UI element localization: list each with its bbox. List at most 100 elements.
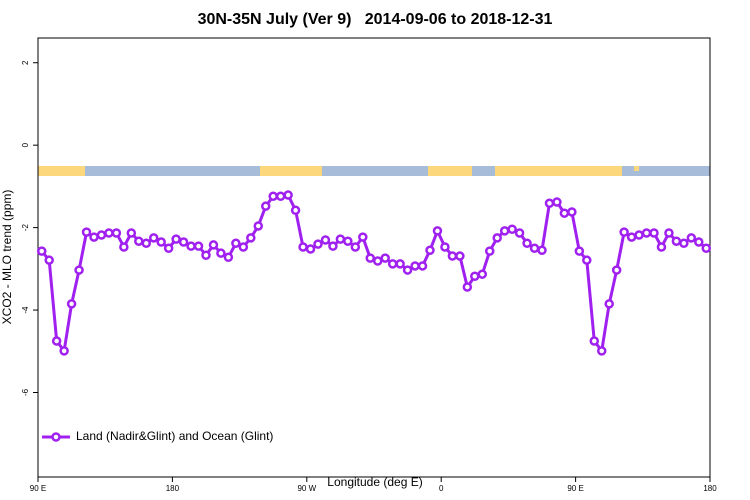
land-strip: [38, 166, 85, 176]
data-point: [574, 246, 585, 256]
data-point: [596, 346, 607, 356]
data-point: [96, 230, 107, 240]
data-point: [134, 236, 144, 246]
data-point: [492, 233, 502, 243]
y-tick-label: -4: [21, 306, 30, 314]
data-point: [694, 237, 704, 247]
data-point: [470, 271, 480, 282]
data-point: [402, 265, 413, 275]
data-point: [313, 239, 323, 249]
data-point: [328, 241, 338, 251]
data-point: [559, 208, 570, 218]
chart-title: 30N-35N July (Ver 9) 2014-09-06 to 2018-…: [198, 11, 553, 28]
data-point: [410, 261, 420, 271]
data-point: [51, 336, 62, 346]
data-point: [395, 259, 405, 269]
data-point: [626, 232, 637, 242]
data-point: [320, 235, 331, 245]
data-point: [81, 227, 92, 237]
data-point: [350, 242, 361, 252]
data-point: [507, 224, 517, 235]
data-point: [201, 250, 211, 260]
legend-label: Land (Nadir&Glint) and Ocean (Glint): [76, 429, 273, 443]
data-point: [104, 228, 114, 238]
data-point: [656, 242, 667, 252]
data-point: [514, 228, 525, 238]
data-point: [499, 226, 510, 236]
data-point: [679, 238, 689, 249]
y-tick-label: 0: [21, 142, 30, 147]
data-point: [343, 236, 353, 246]
ocean-strip: [38, 166, 710, 176]
data-point: [701, 243, 712, 253]
data-point: [544, 198, 555, 209]
data-point: [432, 226, 443, 236]
data-point: [171, 234, 181, 244]
data-point: [253, 221, 264, 231]
data-point: [59, 346, 69, 356]
x-axis-label: Longitude (deg E): [327, 475, 422, 489]
x-tick-label: 180: [166, 484, 180, 493]
y-tick-label: 2: [21, 60, 30, 65]
data-point: [111, 228, 122, 238]
x-tick-label: 180: [703, 484, 717, 493]
surface-strip: [38, 166, 710, 176]
data-point: [36, 246, 47, 256]
data-point: [66, 299, 77, 309]
data-point: [484, 246, 495, 256]
data-point: [208, 240, 219, 250]
data-point: [260, 201, 271, 211]
data-point: [387, 259, 398, 269]
data-point: [440, 242, 450, 252]
data-point: [246, 233, 256, 243]
data-point: [216, 248, 226, 258]
x-tick-label: 90 W: [297, 484, 316, 493]
data-point: [455, 251, 465, 261]
data-point: [126, 228, 137, 238]
data-point: [529, 243, 540, 253]
data-point: [582, 255, 592, 265]
data-point: [664, 228, 674, 238]
data-point: [567, 207, 577, 217]
data-point: [156, 237, 166, 247]
data-point: [193, 241, 204, 251]
land-strip: [428, 166, 472, 176]
data-point: [619, 227, 629, 237]
data-point: [447, 251, 458, 261]
y-axis-label: XCO2 - MLO trend (ppm): [0, 190, 14, 325]
data-point: [238, 242, 249, 252]
x-tick-label: 0: [439, 484, 444, 493]
data-point: [290, 205, 301, 216]
data-point: [537, 245, 547, 256]
data-point: [604, 299, 614, 309]
land-strip: [634, 166, 639, 171]
data-point: [268, 191, 278, 202]
data-point: [462, 282, 473, 292]
data-point: [372, 256, 383, 266]
y-tick-label: -2: [21, 224, 30, 232]
data-point: [186, 241, 196, 251]
data-point: [163, 243, 174, 253]
data-point: [231, 238, 241, 249]
data-line: [40, 193, 708, 355]
data-point: [298, 242, 308, 252]
data-point: [283, 190, 293, 200]
data-point: [686, 233, 697, 243]
y-tick-label: -6: [21, 388, 30, 396]
data-point: [641, 228, 652, 238]
data-point: [589, 336, 600, 346]
data-point: [522, 238, 532, 249]
data-point: [223, 252, 234, 263]
data-point: [611, 265, 622, 275]
data-point: [44, 255, 54, 265]
data-point: [275, 191, 286, 202]
data-point: [417, 261, 428, 271]
x-tick-label: 90 E: [30, 484, 46, 493]
data-point: [89, 232, 99, 242]
data-point: [365, 253, 376, 263]
data-point: [634, 230, 644, 240]
data-point: [552, 197, 562, 207]
data-point: [477, 269, 488, 279]
land-strip: [495, 166, 622, 176]
